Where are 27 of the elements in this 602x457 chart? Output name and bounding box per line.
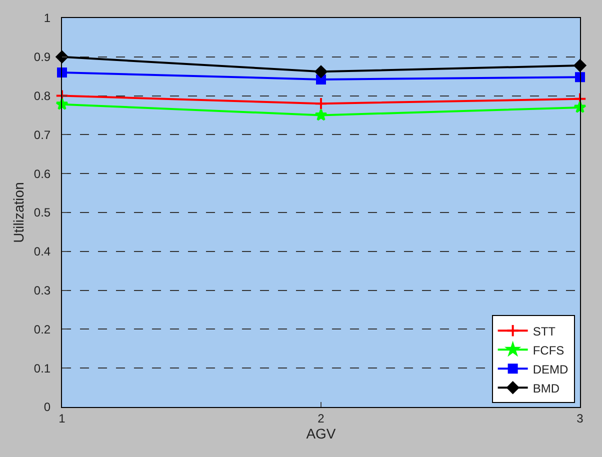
legend-label: FCFS [532,343,564,358]
y-tick-label: 0.7 [34,128,51,142]
y-tick-label: 0.1 [34,361,51,376]
point [575,72,585,82]
y-tick-label: 0 [44,400,51,414]
legend-label: DEMD [532,362,568,376]
y-tick-label: 1 [44,11,51,26]
point [314,96,328,110]
point [314,65,328,78]
point [574,59,586,72]
x-tick-label: 3 [576,411,584,426]
y-tick-label: 0.8 [34,89,51,103]
y-tick-label: 0.6 [34,166,51,181]
x-axis-title: AGV [306,426,336,442]
y-tick-label: 0.3 [34,284,51,298]
x-tick-label: 2 [318,411,325,426]
point [57,67,67,78]
legend-label: STT [532,324,556,338]
point [56,50,68,64]
y-axis-title: Utilization [10,182,27,243]
y-tick-label: 0.5 [34,206,51,220]
y-tick-label: 0.4 [34,244,51,259]
x-tick-label: 1 [58,411,66,426]
y-tick-label: 0.2 [34,322,51,336]
legend-label: BMD [532,381,560,396]
point [314,108,328,121]
y-tick-label: 0.9 [34,50,51,64]
